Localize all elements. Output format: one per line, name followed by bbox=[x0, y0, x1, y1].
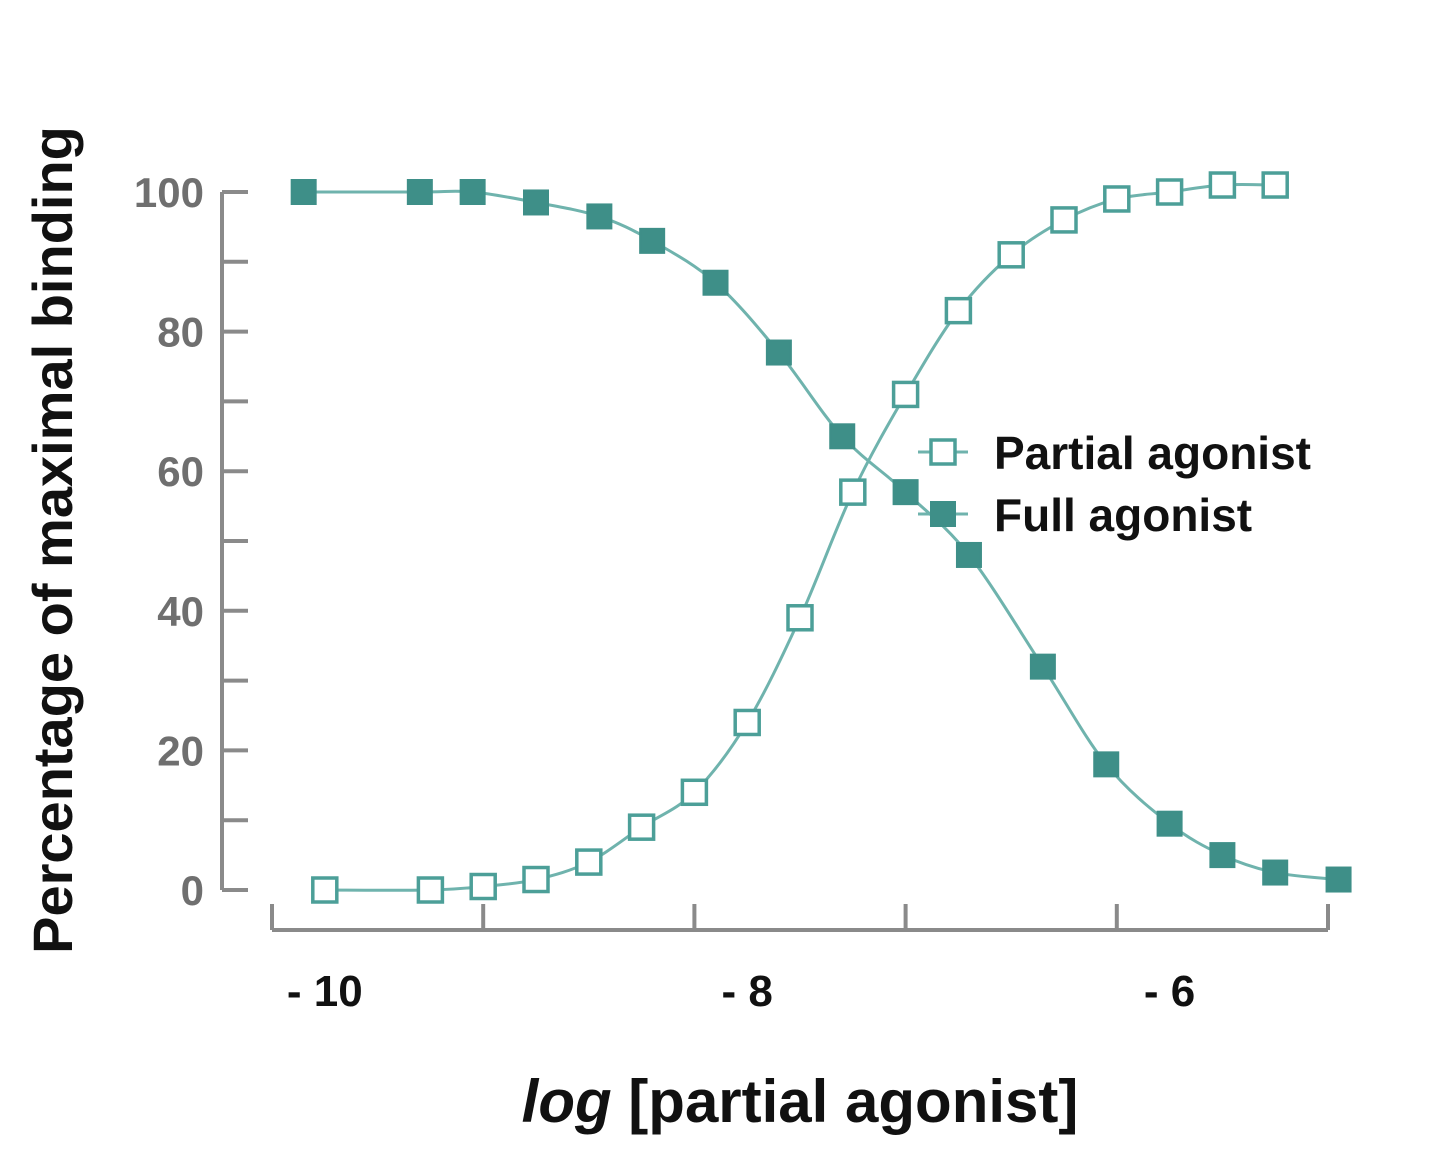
legend-label: Partial agonist bbox=[994, 427, 1311, 479]
y-tick-label: 20 bbox=[157, 727, 204, 774]
full-agonist-point bbox=[955, 541, 982, 568]
partial-agonist-point bbox=[522, 865, 550, 894]
full-agonist-point bbox=[1029, 653, 1056, 680]
legend-label: Full agonist bbox=[994, 489, 1252, 541]
y-tick-label: 40 bbox=[157, 588, 204, 635]
full-agonist-point bbox=[290, 179, 317, 205]
full-agonist-point bbox=[702, 269, 729, 296]
full-agonist-point bbox=[586, 203, 613, 230]
y-axis-title: Percentage of maximal binding bbox=[21, 126, 84, 954]
legend: Partial agonist Full agonist bbox=[918, 427, 1311, 541]
axes: 0 20 40 60 80 100 - 10 - 8 - 6 bbox=[134, 169, 1330, 1016]
partial-agonist-point bbox=[469, 872, 497, 901]
x-tick-label: - 8 bbox=[722, 967, 773, 1016]
full-agonist-point bbox=[459, 179, 486, 205]
legend-filled-square-icon bbox=[930, 501, 956, 527]
full-agonist-point bbox=[1156, 810, 1183, 837]
partial-agonist-point bbox=[680, 778, 709, 807]
full-agonist-point bbox=[406, 179, 433, 205]
full-agonist-point bbox=[523, 189, 549, 216]
full-agonist-point bbox=[1325, 866, 1352, 893]
y-tick-label: 60 bbox=[157, 448, 204, 495]
partial-agonist-point bbox=[997, 241, 1025, 269]
partial-agonist-point bbox=[1155, 178, 1184, 206]
x-axis-title-italic: log bbox=[522, 1068, 612, 1135]
partial-agonist-point bbox=[839, 478, 867, 506]
x-axis-title-rest: [partial agonist] bbox=[612, 1068, 1079, 1135]
y-tick-label: 100 bbox=[134, 169, 204, 216]
partial-agonist-point bbox=[944, 296, 973, 325]
partial-agonist-point bbox=[1208, 171, 1237, 199]
markers bbox=[290, 171, 1352, 904]
partial-agonist-point bbox=[786, 604, 814, 632]
full-agonist-point bbox=[1209, 842, 1236, 869]
partial-agonist-point bbox=[891, 380, 920, 409]
partial-agonist-point bbox=[1103, 185, 1131, 213]
x-axis-title: log [partial agonist] bbox=[522, 1068, 1079, 1135]
full-agonist-point bbox=[765, 339, 792, 366]
full-agonist-point bbox=[639, 227, 666, 254]
x-tick-label: - 10 bbox=[287, 967, 363, 1016]
partial-agonist-point bbox=[733, 708, 761, 737]
y-tick-label: 0 bbox=[181, 867, 204, 914]
full-agonist-point bbox=[1262, 859, 1289, 886]
legend-open-square-icon bbox=[929, 438, 957, 466]
partial-agonist-point bbox=[311, 876, 339, 904]
full-agonist-point bbox=[829, 423, 856, 450]
full-agonist-point bbox=[1093, 751, 1120, 778]
partial-agonist-point bbox=[416, 876, 445, 904]
partial-agonist-point bbox=[627, 813, 656, 841]
partial-agonist-point bbox=[575, 848, 603, 876]
x-tick-label: - 6 bbox=[1144, 967, 1195, 1016]
partial-agonist-point bbox=[1261, 171, 1289, 199]
partial-agonist-point bbox=[1050, 206, 1078, 234]
full-agonist-point bbox=[892, 479, 919, 506]
y-tick-label: 80 bbox=[157, 309, 204, 356]
